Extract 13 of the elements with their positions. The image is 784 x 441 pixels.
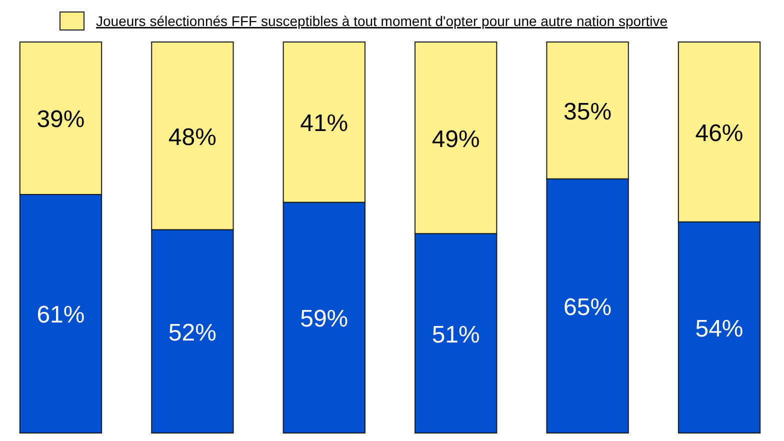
data-label: 48%: [168, 124, 216, 151]
data-label: 52%: [168, 319, 216, 346]
legend-label: Joueurs sélectionnés FFF susceptibles à tout moment d'opter pour une autre nation sportive: [96, 13, 668, 29]
data-label: 61%: [36, 302, 85, 329]
data-label: 41%: [300, 110, 348, 138]
data-label: 39%: [36, 106, 85, 134]
data-label: 49%: [432, 126, 480, 153]
data-label: 51%: [432, 321, 480, 348]
data-label: 46%: [695, 120, 744, 147]
data-label: 59%: [300, 306, 348, 333]
data-label: 35%: [564, 98, 612, 126]
data-label: 65%: [564, 294, 612, 321]
data-label: 54%: [695, 315, 744, 342]
